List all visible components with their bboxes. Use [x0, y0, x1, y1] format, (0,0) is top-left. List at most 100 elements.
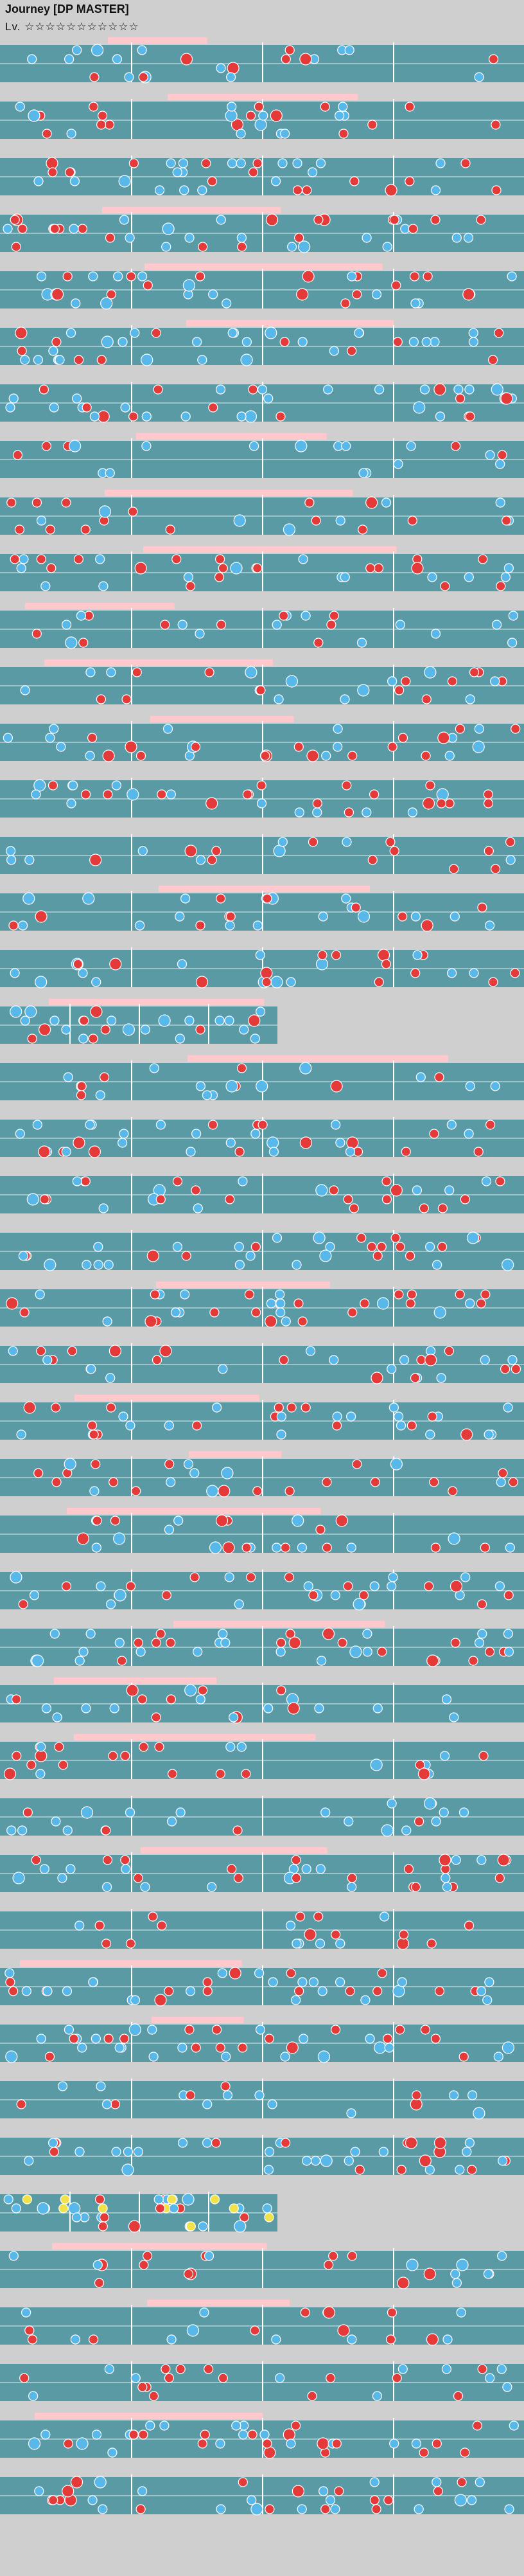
note — [256, 1080, 268, 1093]
note — [196, 855, 206, 865]
note — [201, 158, 211, 168]
note — [123, 2147, 133, 2157]
note — [191, 1185, 201, 1195]
note — [511, 724, 521, 734]
note — [71, 2212, 82, 2223]
note — [421, 919, 433, 932]
note — [66, 798, 76, 809]
note — [401, 1825, 412, 1836]
note — [430, 337, 440, 347]
note — [98, 2203, 108, 2214]
note — [423, 2267, 436, 2280]
note — [100, 1072, 110, 1082]
note — [358, 524, 368, 535]
note — [442, 2334, 453, 2345]
measure-line — [393, 1230, 394, 1270]
note — [101, 1825, 111, 1836]
note — [277, 158, 288, 168]
note — [244, 410, 258, 423]
note — [31, 789, 41, 800]
note — [125, 740, 137, 753]
note — [182, 2193, 195, 2206]
bpm-band — [168, 94, 358, 100]
measure-line — [393, 382, 394, 422]
note — [283, 2428, 295, 2441]
note — [51, 1402, 61, 1413]
note — [124, 72, 134, 82]
note — [362, 1629, 372, 1639]
note — [11, 2203, 21, 2214]
note — [423, 271, 433, 282]
note — [215, 1514, 229, 1527]
note — [197, 355, 207, 365]
note — [344, 2156, 354, 2166]
note — [298, 554, 308, 564]
note — [397, 2364, 408, 2374]
measure-line — [262, 382, 263, 422]
note — [167, 1816, 177, 1827]
note — [35, 1769, 46, 1779]
note — [421, 337, 432, 347]
note — [313, 1911, 324, 1922]
note — [446, 1120, 457, 1130]
note — [184, 845, 197, 857]
note — [465, 694, 475, 704]
note — [167, 2194, 177, 2205]
note — [254, 118, 267, 131]
measure-line — [262, 2305, 263, 2345]
note — [491, 185, 502, 195]
note — [72, 1176, 82, 1186]
note — [250, 1242, 261, 1252]
note — [137, 846, 148, 856]
note — [387, 2307, 397, 2318]
note — [469, 968, 479, 978]
note — [280, 129, 290, 139]
bpm-band — [141, 1847, 328, 1854]
note — [252, 1486, 263, 1496]
note — [274, 1402, 284, 1413]
note — [166, 1638, 176, 1648]
note — [477, 1629, 487, 1639]
note — [284, 1486, 295, 1496]
note — [326, 620, 336, 630]
note — [48, 780, 58, 791]
note — [67, 780, 78, 791]
measure-line — [131, 2022, 132, 2062]
note — [71, 298, 81, 309]
note — [237, 1063, 247, 1073]
note — [466, 2495, 477, 2505]
bpm-band — [136, 433, 327, 440]
measure-line — [131, 2248, 132, 2288]
note — [256, 1006, 266, 1017]
note — [308, 837, 319, 847]
note — [365, 496, 378, 509]
note — [291, 2420, 301, 2431]
note — [281, 1316, 291, 1327]
note — [405, 102, 415, 112]
note — [292, 158, 302, 168]
note — [322, 1477, 332, 1487]
note — [371, 289, 382, 300]
note — [376, 1297, 390, 1310]
note — [192, 1420, 202, 1431]
note — [49, 724, 59, 734]
note — [225, 1194, 235, 1204]
note — [263, 2165, 274, 2175]
note — [28, 2437, 41, 2450]
note — [100, 1024, 110, 1035]
note — [143, 280, 153, 291]
note — [270, 109, 283, 122]
note — [451, 1855, 461, 1865]
note — [211, 2138, 221, 2148]
note — [140, 1024, 150, 1035]
measure-line — [131, 99, 132, 139]
note — [387, 1581, 397, 1591]
measure-line — [131, 1060, 132, 1100]
note — [444, 1185, 455, 1195]
note — [370, 1758, 383, 1771]
note — [81, 1703, 91, 1713]
note — [6, 1297, 19, 1310]
note — [423, 1797, 437, 1810]
note — [109, 1345, 121, 1357]
note — [217, 1968, 227, 1978]
